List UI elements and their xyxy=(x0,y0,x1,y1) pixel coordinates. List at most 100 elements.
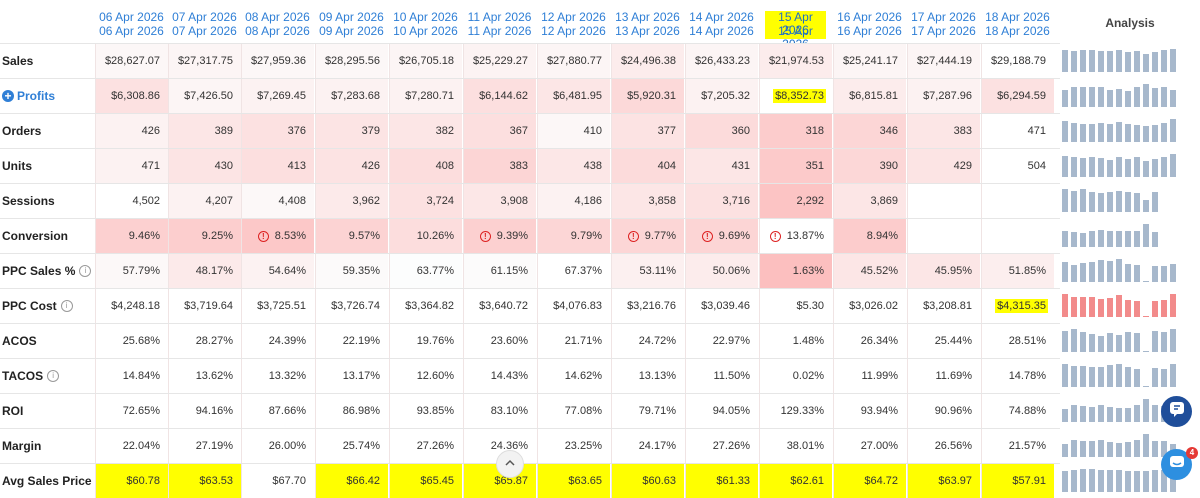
column-header-date[interactable]: 07 Apr 2026 07 Apr 2026 xyxy=(168,0,241,43)
sparkline-bar xyxy=(1125,300,1131,317)
row-label-text: Sessions xyxy=(2,193,55,208)
sparkline-bar xyxy=(1098,367,1104,387)
row-label-orders: Orders xyxy=(0,113,95,148)
sparkline-bar xyxy=(1161,123,1167,142)
cell-value: 45.95% xyxy=(934,265,972,277)
sparkline-bar xyxy=(1152,368,1158,387)
table-cell: 360 xyxy=(685,114,758,148)
cell-value: $7,283.68 xyxy=(331,90,380,102)
table-cell: 13.13% xyxy=(611,359,684,393)
column-header-date[interactable]: 11 Apr 2026 11 Apr 2026 xyxy=(463,0,536,43)
sparkline-bar xyxy=(1170,154,1176,177)
sparkline-bar xyxy=(1071,297,1077,317)
cell-value: 28.27% xyxy=(195,335,233,347)
column-header-date[interactable]: 13 Apr 2026 13 Apr 2026 xyxy=(611,0,684,43)
help-button[interactable] xyxy=(1161,396,1192,427)
table-cell: 2,292 xyxy=(759,184,832,218)
sparkline-bar xyxy=(1143,351,1149,352)
cell-value: 22.19% xyxy=(342,335,380,347)
cell-value: $7,426.50 xyxy=(184,90,233,102)
cell-value: 13.13% xyxy=(638,370,676,382)
sparkline-bar xyxy=(1098,230,1104,247)
column-header-date[interactable]: 10 Apr 2026 10 Apr 2026 xyxy=(389,0,462,43)
sparkline-bar xyxy=(1143,54,1149,72)
header-highlight xyxy=(765,11,826,39)
scroll-up-button[interactable] xyxy=(496,450,524,478)
cell-value: 3,908 xyxy=(500,195,528,207)
cell-value: 0.02% xyxy=(792,370,824,382)
column-header-date[interactable]: 09 Apr 2026 09 Apr 2026 xyxy=(315,0,388,43)
sparkline-bar xyxy=(1170,49,1176,72)
table-cell: 8.94% xyxy=(833,219,906,253)
cell-value: 67.37% xyxy=(564,265,602,277)
row-label-text: Sales xyxy=(2,53,34,68)
cell-value: $6,815.81 xyxy=(849,90,898,102)
cell-value: 24.17% xyxy=(638,440,676,452)
sparkline-bar xyxy=(1170,264,1176,282)
column-header-date[interactable]: 12 Apr 2026 12 Apr 2026 xyxy=(537,0,610,43)
sparkline-bar xyxy=(1125,332,1131,352)
sparkline-bar xyxy=(1125,471,1131,492)
column-header-end-date: 06 Apr 2026 xyxy=(99,24,164,38)
table-cell: 74.88% xyxy=(981,394,1054,428)
info-icon[interactable]: i xyxy=(47,369,60,382)
sparkline-bar xyxy=(1143,316,1149,317)
cell-value: 9.77% xyxy=(644,230,676,242)
sparkline-bar xyxy=(1080,366,1086,387)
cell-value: 13.32% xyxy=(268,370,306,382)
analysis-header: Analysis xyxy=(1105,16,1155,30)
row-label-sessions: Sessions xyxy=(0,183,95,218)
column-header-date[interactable]: 08 Apr 2026 08 Apr 2026 xyxy=(241,0,314,43)
sparkline-bar xyxy=(1089,334,1095,352)
table-cell: 72.65% xyxy=(95,394,168,428)
column-header-date[interactable]: 18 Apr 2026 18 Apr 2026 xyxy=(981,0,1054,43)
row-label-profits[interactable]: + Profits xyxy=(0,78,95,113)
table-cell: 10.26% xyxy=(389,219,462,253)
cell-value: 471 xyxy=(1027,125,1046,137)
cell-value: $67.70 xyxy=(272,475,306,487)
table-cell: 318 xyxy=(759,114,832,148)
sparkline-bar xyxy=(1161,87,1167,107)
sparkline-bar xyxy=(1125,124,1131,142)
cell-value: 19.76% xyxy=(416,335,454,347)
column-header-date[interactable]: 16 Apr 2026 16 Apr 2026 xyxy=(833,0,906,43)
column-header-date[interactable]: 06 Apr 2026 06 Apr 2026 xyxy=(95,0,168,43)
sparkline-bar xyxy=(1089,192,1095,212)
row-divider xyxy=(0,113,1060,114)
table-cell: $24,496.38 xyxy=(611,44,684,78)
sparkline-bar xyxy=(1152,301,1158,317)
row-divider xyxy=(0,358,1060,359)
info-icon[interactable]: i xyxy=(79,264,92,277)
sparkline-bar xyxy=(1062,90,1068,107)
sparkline-bar xyxy=(1170,329,1176,352)
table-cell: $25,241.17 xyxy=(833,44,906,78)
column-header-date[interactable]: 14 Apr 2026 14 Apr 2026 xyxy=(685,0,758,43)
table-cell: $7,205.32 xyxy=(685,79,758,113)
column-header-date[interactable]: 17 Apr 2026 17 Apr 2026 xyxy=(907,0,980,43)
table-cell: $27,959.36 xyxy=(241,44,314,78)
expand-plus-icon[interactable]: + xyxy=(2,89,14,102)
sparkline-bar xyxy=(1089,124,1095,142)
row-label-margin: Margin xyxy=(0,428,95,463)
cell-value: $3,216.76 xyxy=(627,300,676,312)
cell-value: 22.04% xyxy=(122,440,160,452)
cell-value: 86.98% xyxy=(342,405,380,417)
row-divider xyxy=(0,78,1060,79)
sparkline-bar xyxy=(1161,369,1167,387)
cell-value: 11.50% xyxy=(713,370,751,382)
sparkline-bar xyxy=(1098,260,1104,282)
cell-value: 21.71% xyxy=(564,335,602,347)
cell-value: 51.85% xyxy=(1008,265,1046,277)
table-cell: 382 xyxy=(389,114,462,148)
table-cell: $4,315.35 xyxy=(981,289,1054,323)
column-header-start-date: 10 Apr 2026 xyxy=(393,10,458,24)
sparkline-bar xyxy=(1134,231,1140,247)
info-icon[interactable]: i xyxy=(60,299,73,312)
sparkline-ppc_cost xyxy=(1062,294,1184,317)
sparkline-bar xyxy=(1143,200,1149,212)
table-cell: 63.77% xyxy=(389,254,462,288)
cell-value: $61.33 xyxy=(716,475,750,487)
sparkline-bar xyxy=(1089,441,1095,457)
sparkline-bar xyxy=(1134,369,1140,387)
